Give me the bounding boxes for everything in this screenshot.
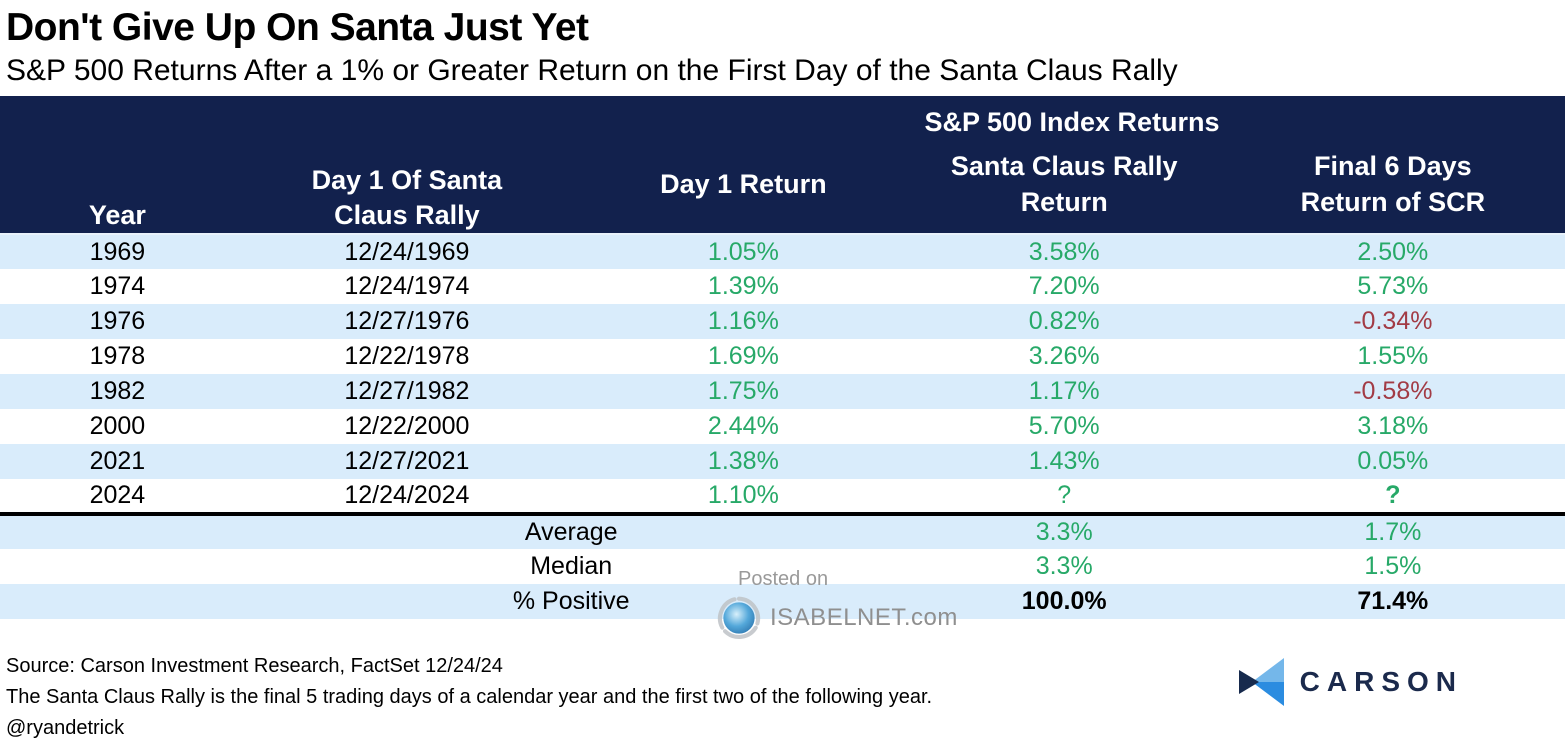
day1-return-cell: 1.69%	[579, 339, 908, 374]
table-row: 1969 12/24/1969 1.05% 3.58% 2.50%	[0, 234, 1565, 269]
day1-return-cell: 1.38%	[579, 444, 908, 479]
isabelnet-watermark: Posted on	[716, 568, 958, 641]
col-header-year: Year	[0, 96, 235, 234]
day1-return-cell: 1.10%	[579, 479, 908, 514]
day1-return-cell: 1.16%	[579, 304, 908, 339]
final6-return-cell: -0.58%	[1220, 374, 1565, 409]
table-header: Year Day 1 Of Santa Claus Rally S&P 500 …	[0, 96, 1565, 234]
date-cell: 12/24/2024	[234, 479, 580, 514]
table-row: 2000 12/22/2000 2.44% 5.70% 3.18%	[0, 409, 1565, 444]
col-header-scr-return: Santa Claus Rally Return	[907, 142, 1221, 234]
summary-row: % Positive 100.0% 71.4%	[0, 584, 1565, 619]
date-cell: 12/24/1969	[234, 234, 580, 269]
table-row: 1978 12/22/1978 1.69% 3.26% 1.55%	[0, 339, 1565, 374]
day1-return-cell: 2.44%	[579, 409, 908, 444]
final6-return-cell: 5.73%	[1220, 269, 1565, 304]
isabelnet-globe-icon	[716, 595, 762, 641]
returns-table: Year Day 1 Of Santa Claus Rally S&P 500 …	[0, 96, 1565, 619]
footer: Source: Carson Investment Research, Fact…	[0, 619, 1565, 744]
date-cell: 12/27/1976	[234, 304, 580, 339]
day1-return-cell: 1.75%	[579, 374, 908, 409]
summary-label-cell: Average	[234, 512, 908, 549]
summary-final6-cell: 71.4%	[1220, 584, 1565, 619]
summary-scr-cell: 3.3%	[907, 512, 1221, 549]
table-row: 2021 12/27/2021 1.38% 1.43% 0.05%	[0, 444, 1565, 479]
table-row: 1976 12/27/1976 1.16% 0.82% -0.34%	[0, 304, 1565, 339]
final6-return-cell: 0.05%	[1220, 444, 1565, 479]
final6-return-cell: 1.55%	[1220, 339, 1565, 374]
summary-empty-cell	[0, 549, 235, 584]
scr-return-cell: 5.70%	[907, 409, 1221, 444]
date-cell: 12/27/1982	[234, 374, 580, 409]
footer-source: Source: Carson Investment Research, Fact…	[6, 655, 503, 677]
day1-return-cell: 1.05%	[579, 234, 908, 269]
table-row: 1982 12/27/1982 1.75% 1.17% -0.58%	[0, 374, 1565, 409]
year-cell: 1978	[0, 339, 235, 374]
carson-wordmark: CARSON	[1299, 666, 1463, 697]
footer-note: The Santa Claus Rally is the final 5 tra…	[6, 686, 933, 708]
summary-row: Median 3.3% 1.5%	[0, 549, 1565, 584]
col-header-day1-date: Day 1 Of Santa Claus Rally	[234, 96, 580, 234]
page-title: Don't Give Up On Santa Just Yet	[6, 6, 589, 49]
col-header-final6-return: Final 6 Days Return of SCR	[1220, 142, 1565, 234]
date-cell: 12/22/2000	[234, 409, 580, 444]
table-row: 1974 12/24/1974 1.39% 7.20% 5.73%	[0, 269, 1565, 304]
table-row: 2024 12/24/2024 1.10%??	[0, 479, 1565, 514]
col-group-header: S&P 500 Index Returns	[579, 96, 1565, 142]
carson-logo-mark	[1238, 658, 1284, 706]
year-cell: 2000	[0, 409, 235, 444]
final6-return-cell: 3.18%	[1220, 409, 1565, 444]
scr-return-cell: ?	[907, 479, 1221, 514]
scr-return-cell: 3.26%	[907, 339, 1221, 374]
summary-final6-cell: 1.7%	[1220, 512, 1565, 549]
scr-return-cell: 3.58%	[907, 234, 1221, 269]
scr-return-cell: 1.43%	[907, 444, 1221, 479]
scr-return-cell: 7.20%	[907, 269, 1221, 304]
year-cell: 2021	[0, 444, 235, 479]
footer-handle: @ryandetrick	[6, 717, 125, 739]
summary-scr-cell: 100.0%	[907, 584, 1221, 619]
year-cell: 1982	[0, 374, 235, 409]
final6-return-cell: -0.34%	[1220, 304, 1565, 339]
year-cell: 2024	[0, 479, 235, 514]
date-cell: 12/22/1978	[234, 339, 580, 374]
summary-label-cell: Median	[234, 549, 908, 584]
summary-row: Average 3.3% 1.7%	[0, 512, 1565, 549]
summary-label-cell: % Positive	[234, 584, 908, 619]
summary-scr-cell: 3.3%	[907, 549, 1221, 584]
summary-empty-cell	[0, 512, 235, 549]
scr-return-cell: 1.17%	[907, 374, 1221, 409]
watermark-site: ISABELNET.com	[770, 604, 958, 631]
scr-return-cell: 0.82%	[907, 304, 1221, 339]
page-subtitle: S&P 500 Returns After a 1% or Greater Re…	[6, 54, 1178, 87]
summary-empty-cell	[0, 584, 235, 619]
final6-return-cell: ?	[1220, 479, 1565, 514]
final6-return-cell: 2.50%	[1220, 234, 1565, 269]
watermark-posted-on: Posted on	[738, 568, 829, 590]
year-cell: 1969	[0, 234, 235, 269]
table-body: 1969 12/24/1969 1.05% 3.58% 2.50% 1974 12/24/1…	[0, 234, 1565, 619]
day1-return-cell: 1.39%	[579, 269, 908, 304]
summary-final6-cell: 1.5%	[1220, 549, 1565, 584]
date-cell: 12/24/1974	[234, 269, 580, 304]
carson-logo: CARSON	[1236, 657, 1463, 707]
col-header-day1-return: Day 1 Return	[579, 142, 908, 234]
year-cell: 1974	[0, 269, 235, 304]
date-cell: 12/27/2021	[234, 444, 580, 479]
footer-text: Source: Carson Investment Research, Fact…	[6, 651, 932, 744]
year-cell: 1976	[0, 304, 235, 339]
